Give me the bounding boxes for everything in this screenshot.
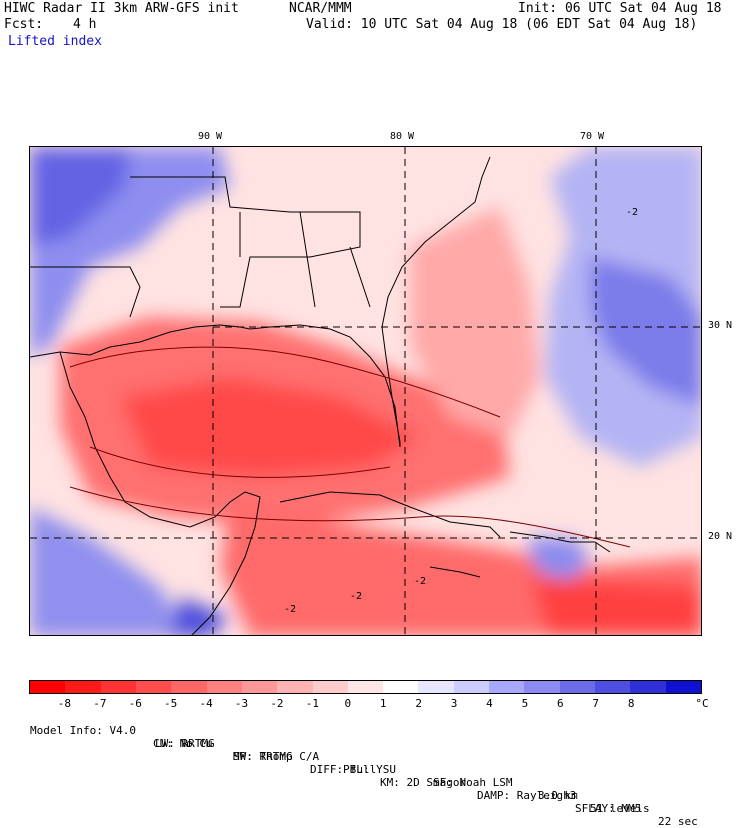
lat-tick-30n: 30 N (708, 320, 733, 331)
field-name: Lifted index (8, 34, 102, 49)
forecast-label: Fcst: (4, 17, 44, 32)
lon-tick-90w: 90 W (198, 131, 223, 142)
colorbar-swatch (418, 681, 454, 693)
colorbar-swatch (100, 681, 136, 693)
colorbar (29, 680, 702, 694)
colorbar-label: -7 (93, 697, 107, 710)
us-gulf-atlantic-coast (30, 156, 491, 448)
field-shading (30, 147, 701, 635)
organization-label: NCAR/MMM (289, 1, 352, 16)
model-title: HIWC Radar II 3km ARW-GFS init (4, 1, 239, 16)
stable-patch-hispaniola (530, 537, 590, 579)
weakly-unstable-atlantic (410, 207, 540, 437)
contour-label: -2 (414, 576, 426, 587)
model-info-lw: LW: RRTMG (155, 737, 215, 750)
colorbar-label: 3 (450, 697, 458, 710)
contour-lines (69, 346, 631, 548)
valid-time: Valid: 10 UTC Sat 04 Aug 18 (06 EDT Sat … (306, 17, 698, 32)
lat-tick-20n: 20 N (708, 531, 733, 542)
model-info-sw: SW: RRTMG (233, 750, 293, 763)
colorbar-label: 6 (557, 697, 564, 710)
contour-label: -2 (626, 207, 638, 218)
model-info-sflay: SFLAY: MM5 (575, 802, 642, 815)
model-info-line2: LW: RRTMG SW: RRTMG DIFF: full KM: 2D Sm… (30, 724, 641, 815)
unstable-region-caribbean-core (530, 577, 701, 635)
colorbar-label: -4 (199, 697, 213, 710)
lifted-index-map: -2 -2 -2 -2 (29, 146, 702, 636)
colorbar-label: 5 (521, 697, 529, 710)
colorbar-swatch (559, 681, 595, 693)
colorbar-swatch (630, 681, 666, 693)
colorbar-label: 2 (415, 697, 422, 710)
colorbar-swatch (65, 681, 101, 693)
contour-line-north (69, 346, 501, 418)
stable-region-pacific (170, 597, 230, 635)
colorbar-swatch (206, 681, 242, 693)
colorbar-label: 7 (592, 697, 600, 710)
colorbar-label: 1 (379, 697, 387, 710)
lon-tick-70w: 70 W (580, 131, 605, 142)
colorbar-swatch (347, 681, 384, 693)
stable-region-atlantic-core (590, 257, 701, 407)
colorbar-swatch (524, 681, 560, 693)
jamaica-outline (429, 566, 481, 578)
state-borders-interior (239, 211, 371, 308)
stable-region-mexico (30, 507, 189, 635)
contour-label-group: -2 -2 -2 -2 (284, 207, 638, 615)
hispaniola-outline (509, 531, 611, 553)
colorbar-swatch (171, 681, 207, 693)
coastlines (30, 156, 611, 635)
colorbar-label: -8 (57, 697, 72, 710)
colorbar-swatch (30, 681, 66, 693)
init-time: Init: 06 UTC Sat 04 Aug 18 (518, 1, 722, 16)
colorbar-label: 4 (486, 697, 493, 710)
colorbar-swatch (595, 681, 631, 693)
colorbar-label: 0 (344, 697, 352, 710)
colorbar-label: -3 (234, 697, 249, 710)
state-borders-south (130, 176, 361, 308)
model-info-timestep: 22 sec (658, 815, 698, 828)
cuba-outline (279, 491, 501, 538)
mexico-coast (59, 351, 261, 635)
lon-tick-80w: 80 W (390, 131, 415, 142)
colorbar-swatch (383, 681, 419, 693)
forecast-hour: 4 h (73, 17, 97, 32)
model-info-version: Model Info: V4.0 (30, 724, 136, 737)
colorbar-swatch (489, 681, 525, 693)
contour-line-south (69, 486, 631, 548)
model-info-km: KM: 2D Smagor (380, 776, 467, 789)
model-info-diff: DIFF: full (310, 763, 377, 776)
colorbar-swatch (312, 681, 348, 693)
colorbar-label: 8 (627, 697, 635, 710)
colorbar-swatch (241, 681, 278, 693)
contour-label: -2 (284, 604, 296, 615)
model-info-damp: DAMP: Rayleigh3 (477, 789, 577, 802)
stable-region-northwest-core (30, 147, 130, 247)
colorbar-label: -1 (305, 697, 319, 710)
colorbar-swatch (453, 681, 490, 693)
unstable-region-gulf-core (120, 377, 420, 477)
colorbar-label: -5 (164, 697, 178, 710)
colorbar-swatch (665, 681, 701, 693)
colorbar-swatch (135, 681, 172, 693)
lat-lon-grid (30, 147, 701, 635)
contour-label: -2 (350, 591, 362, 602)
colorbar-label: -2 (270, 697, 284, 710)
colorbar-label: -6 (128, 697, 142, 710)
contour-line-gulf (89, 446, 391, 478)
colorbar-swatch (277, 681, 313, 693)
map-canvas: -2 -2 -2 -2 (30, 147, 701, 635)
colorbar-unit: °C (695, 697, 709, 710)
state-border-texas (30, 266, 141, 318)
